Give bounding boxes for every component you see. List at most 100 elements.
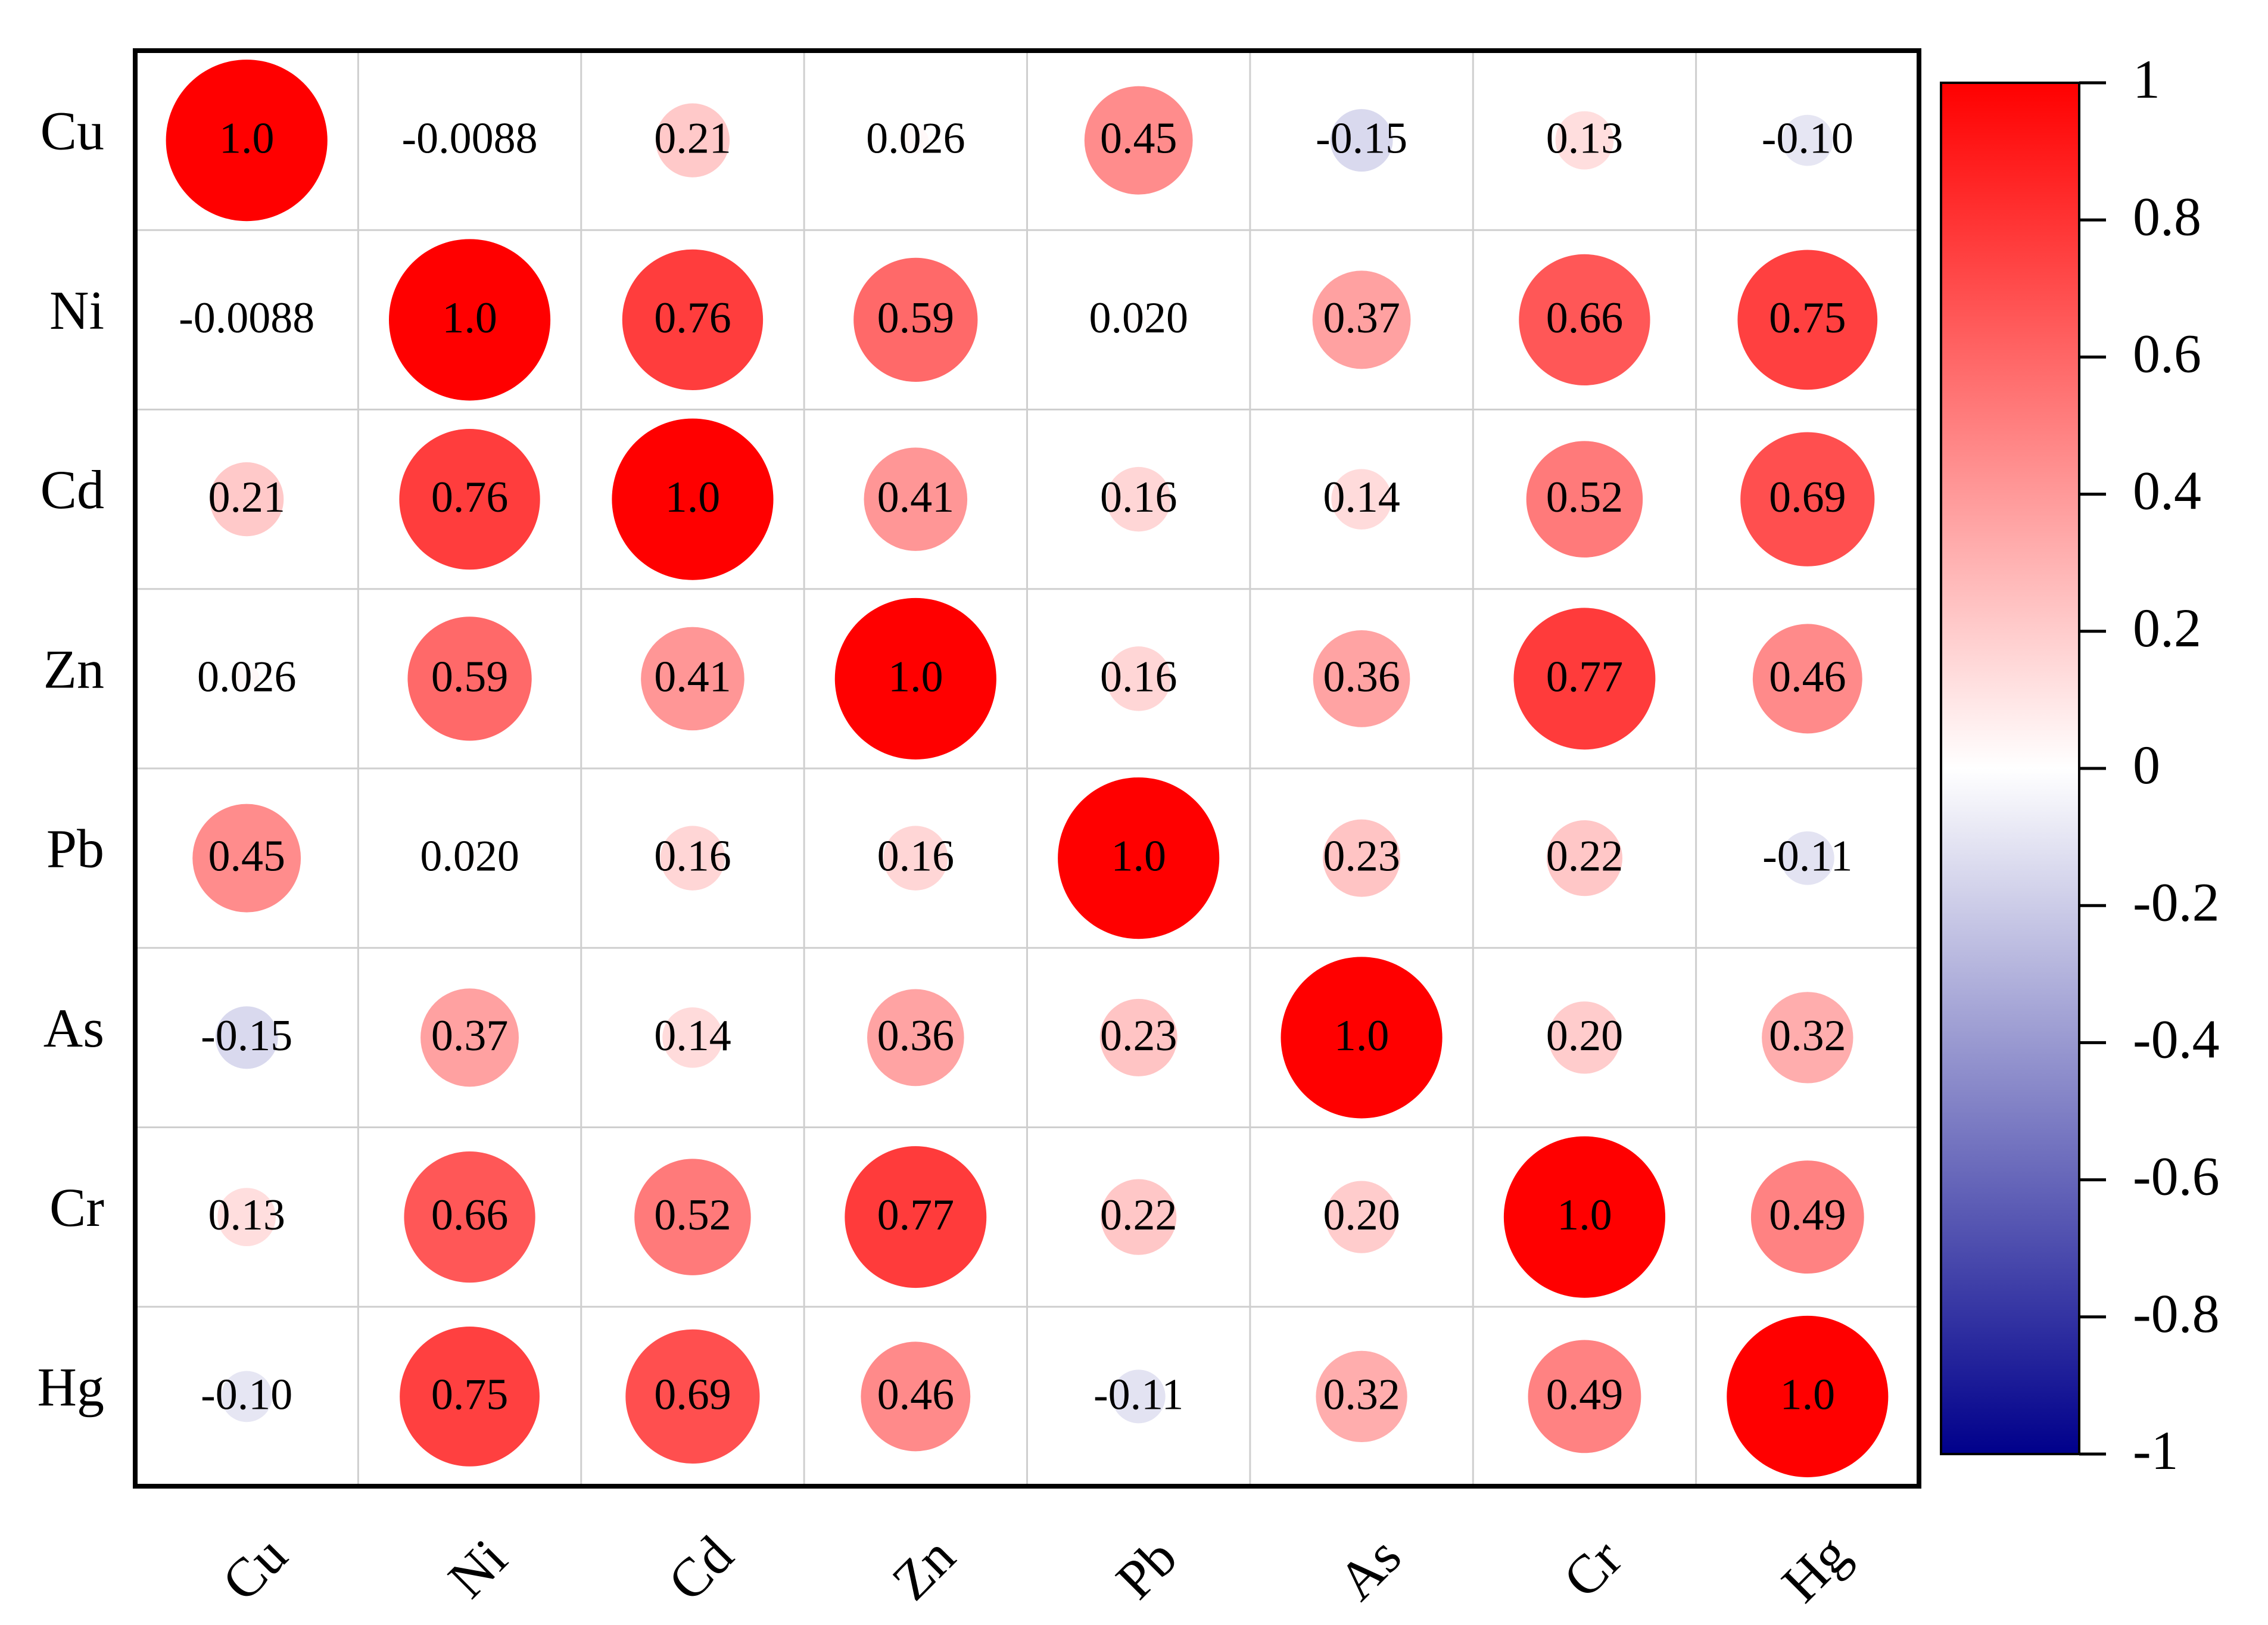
colorbar-tick-label: -1 xyxy=(2133,1420,2179,1481)
cell-label: -0.0088 xyxy=(179,294,314,343)
cell-label: 0.52 xyxy=(654,1191,731,1240)
row-label: Cd xyxy=(40,459,104,520)
cell-label: 0.41 xyxy=(877,473,955,522)
cell-label: 0.66 xyxy=(431,1191,509,1240)
cell-label: -0.10 xyxy=(201,1370,292,1419)
cell-label: 0.36 xyxy=(877,1011,955,1060)
correlation-circle xyxy=(166,60,328,222)
correlation-circle xyxy=(1281,957,1443,1119)
cell-label: 0.69 xyxy=(1769,473,1846,522)
correlation-circle xyxy=(1331,469,1392,530)
cell-label: 0.77 xyxy=(877,1191,955,1240)
column-label: Pb xyxy=(1104,1527,1188,1611)
correlation-circle xyxy=(867,989,964,1087)
cell-label: -0.10 xyxy=(1762,114,1853,163)
cell-label: 0.23 xyxy=(1100,1011,1177,1060)
colorbar-tick-label: 0 xyxy=(2133,734,2160,795)
correlation-circle xyxy=(1780,831,1834,885)
correlation-circle xyxy=(1740,432,1875,566)
correlation-circle xyxy=(625,1329,760,1464)
correlation-circle xyxy=(845,1146,987,1288)
cell-label: 0.20 xyxy=(1323,1191,1400,1240)
cell-label: 0.46 xyxy=(877,1370,955,1419)
cell-label: 0.69 xyxy=(654,1370,731,1419)
column-label: Hg xyxy=(1770,1523,1861,1614)
cell-label: 0.32 xyxy=(1769,1011,1846,1060)
correlation-circle xyxy=(1106,646,1171,711)
cell-label: 0.22 xyxy=(1546,832,1624,881)
correlation-circle xyxy=(902,127,929,154)
correlation-circle xyxy=(462,132,478,148)
colorbar-tick-label: -0.2 xyxy=(2133,871,2220,932)
cell-label: 0.14 xyxy=(1323,473,1400,522)
correlation-circle xyxy=(1727,1315,1889,1477)
correlation-circle xyxy=(400,1326,540,1467)
correlation-circle xyxy=(864,447,968,551)
correlation-circle xyxy=(1316,1350,1407,1443)
cell-label: 0.75 xyxy=(1769,294,1846,343)
colorbar-tick-label: -0.6 xyxy=(2133,1146,2220,1207)
cell-label: 0.49 xyxy=(1769,1191,1846,1240)
correlation-circle xyxy=(612,418,774,580)
cell-label: -0.0088 xyxy=(401,114,537,163)
row-label: Hg xyxy=(38,1356,104,1417)
cell-label: -0.11 xyxy=(1762,832,1852,881)
cell-label: 0.36 xyxy=(1323,652,1400,701)
cell-label: 0.41 xyxy=(654,652,731,701)
cell-label: 0.32 xyxy=(1323,1370,1400,1419)
row-label: Pb xyxy=(46,818,104,879)
colorbar-tick-label: 1 xyxy=(2133,49,2160,110)
cell-label: -0.15 xyxy=(1316,114,1407,163)
cell-label: 0.16 xyxy=(877,832,955,881)
correlation-circle xyxy=(221,1371,273,1422)
correlation-circle xyxy=(404,1151,535,1283)
cell-label: 0.16 xyxy=(1100,473,1177,522)
cell-label: 0.026 xyxy=(197,652,297,701)
correlation-circle xyxy=(655,103,730,178)
correlation-circle xyxy=(1111,1369,1166,1424)
cell-label: 0.026 xyxy=(866,114,965,163)
column-label: Cd xyxy=(656,1524,744,1612)
correlation-circle xyxy=(1101,1179,1177,1255)
cell-label: 1.0 xyxy=(1557,1191,1612,1240)
cell-label: 0.20 xyxy=(1546,1011,1624,1060)
row-label: Cr xyxy=(49,1177,104,1238)
cell-label: 0.52 xyxy=(1546,473,1624,522)
correlation-circle xyxy=(1528,1340,1641,1453)
cell-label: 0.020 xyxy=(1089,294,1188,343)
row-label: Ni xyxy=(49,280,104,341)
cell-label: 0.14 xyxy=(654,1011,731,1060)
cell-label: 0.59 xyxy=(431,652,509,701)
correlation-circle xyxy=(1519,254,1650,386)
correlation-circle xyxy=(641,627,744,731)
cell-label: 0.020 xyxy=(420,832,519,881)
cell-label: 1.0 xyxy=(1111,832,1166,881)
correlation-circle xyxy=(1752,624,1862,734)
cell-label: 0.21 xyxy=(654,114,731,163)
correlation-circle xyxy=(1099,998,1177,1076)
correlation-circle xyxy=(420,988,519,1087)
correlation-circle xyxy=(1548,1001,1621,1074)
correlation-circle xyxy=(634,1159,751,1275)
correlation-circle xyxy=(834,597,996,759)
correlation-circle xyxy=(389,239,551,401)
correlation-circle xyxy=(662,1007,723,1068)
correlation-circle xyxy=(233,665,260,692)
correlation-circle xyxy=(239,312,254,328)
correlation-circle xyxy=(1546,820,1623,896)
correlation-circle xyxy=(1526,441,1643,558)
cell-label: 1.0 xyxy=(219,114,275,163)
correlation-circle xyxy=(1330,109,1393,172)
correlation-circle xyxy=(853,257,978,382)
cell-label: 0.13 xyxy=(208,1191,285,1240)
cell-label: 1.0 xyxy=(888,652,943,701)
correlation-circle xyxy=(660,826,725,891)
cell-label: 0.49 xyxy=(1546,1370,1624,1419)
cell-label: -0.11 xyxy=(1094,1370,1183,1419)
colorbar-tick-label: 0.2 xyxy=(2133,597,2201,658)
colorbar xyxy=(1940,82,2080,1455)
correlation-circle xyxy=(1762,992,1853,1084)
column-label: Zn xyxy=(880,1526,966,1611)
cell-label: 0.37 xyxy=(431,1011,509,1060)
